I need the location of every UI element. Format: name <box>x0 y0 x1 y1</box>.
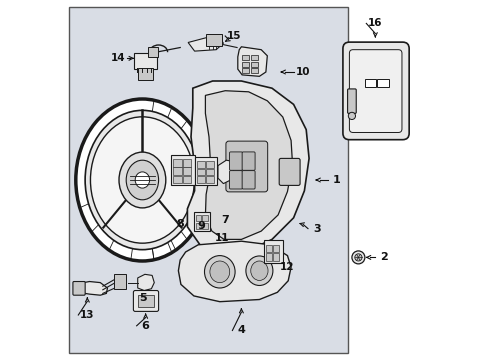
Ellipse shape <box>85 110 200 250</box>
FancyBboxPatch shape <box>343 42 409 140</box>
FancyBboxPatch shape <box>202 215 208 221</box>
FancyBboxPatch shape <box>134 53 157 69</box>
FancyBboxPatch shape <box>206 176 214 183</box>
FancyBboxPatch shape <box>206 34 221 46</box>
Ellipse shape <box>210 261 230 283</box>
Circle shape <box>352 251 365 264</box>
FancyBboxPatch shape <box>242 55 249 60</box>
Text: 12: 12 <box>280 262 294 272</box>
FancyBboxPatch shape <box>229 152 243 170</box>
FancyBboxPatch shape <box>242 68 249 73</box>
FancyBboxPatch shape <box>197 161 205 168</box>
FancyBboxPatch shape <box>196 215 201 221</box>
FancyBboxPatch shape <box>206 161 214 168</box>
FancyBboxPatch shape <box>279 158 300 185</box>
Polygon shape <box>238 47 268 76</box>
FancyBboxPatch shape <box>197 176 205 183</box>
FancyBboxPatch shape <box>266 245 272 252</box>
FancyBboxPatch shape <box>194 212 210 231</box>
FancyBboxPatch shape <box>138 295 153 307</box>
Ellipse shape <box>251 261 268 280</box>
Text: 8: 8 <box>176 219 184 229</box>
Circle shape <box>355 254 362 261</box>
Ellipse shape <box>126 160 159 200</box>
Polygon shape <box>187 81 309 254</box>
Text: 13: 13 <box>80 310 95 320</box>
Polygon shape <box>138 274 154 291</box>
Polygon shape <box>74 282 107 295</box>
Text: 4: 4 <box>238 325 245 336</box>
Text: 10: 10 <box>295 67 310 77</box>
Ellipse shape <box>76 99 209 261</box>
FancyBboxPatch shape <box>183 167 192 175</box>
Polygon shape <box>218 160 234 184</box>
FancyBboxPatch shape <box>171 155 195 185</box>
FancyBboxPatch shape <box>242 171 255 189</box>
Polygon shape <box>205 91 293 239</box>
Text: 16: 16 <box>368 18 383 28</box>
FancyBboxPatch shape <box>206 169 214 175</box>
FancyBboxPatch shape <box>251 62 258 67</box>
Circle shape <box>348 112 356 120</box>
Text: 14: 14 <box>111 53 125 63</box>
Text: 2: 2 <box>380 252 388 262</box>
FancyBboxPatch shape <box>365 79 376 87</box>
Polygon shape <box>188 37 223 51</box>
Text: 7: 7 <box>221 215 229 225</box>
FancyBboxPatch shape <box>133 291 159 311</box>
Ellipse shape <box>135 172 149 188</box>
Text: 15: 15 <box>227 31 242 41</box>
Ellipse shape <box>119 152 166 208</box>
FancyBboxPatch shape <box>251 68 258 73</box>
FancyBboxPatch shape <box>138 68 153 80</box>
Polygon shape <box>178 241 291 302</box>
FancyBboxPatch shape <box>183 159 192 167</box>
FancyBboxPatch shape <box>114 274 126 289</box>
FancyBboxPatch shape <box>377 79 389 87</box>
FancyBboxPatch shape <box>148 47 158 57</box>
FancyBboxPatch shape <box>273 253 279 261</box>
Text: 11: 11 <box>214 233 229 243</box>
FancyBboxPatch shape <box>173 167 182 175</box>
Text: 5: 5 <box>140 293 147 303</box>
FancyBboxPatch shape <box>242 62 249 67</box>
FancyBboxPatch shape <box>183 176 192 183</box>
FancyBboxPatch shape <box>251 55 258 60</box>
FancyBboxPatch shape <box>265 240 283 263</box>
FancyBboxPatch shape <box>173 159 182 167</box>
FancyBboxPatch shape <box>229 171 243 189</box>
Text: 6: 6 <box>142 321 149 331</box>
FancyBboxPatch shape <box>347 89 356 113</box>
FancyBboxPatch shape <box>242 152 255 170</box>
Ellipse shape <box>204 256 235 288</box>
Text: 1: 1 <box>333 175 341 185</box>
FancyBboxPatch shape <box>349 50 402 132</box>
Ellipse shape <box>246 256 273 285</box>
Ellipse shape <box>91 117 195 243</box>
FancyBboxPatch shape <box>226 141 268 192</box>
FancyBboxPatch shape <box>73 282 85 295</box>
FancyBboxPatch shape <box>273 245 279 252</box>
FancyBboxPatch shape <box>197 169 205 175</box>
FancyBboxPatch shape <box>173 176 182 183</box>
Text: 3: 3 <box>313 224 321 234</box>
FancyBboxPatch shape <box>196 157 217 185</box>
FancyBboxPatch shape <box>196 223 201 229</box>
FancyBboxPatch shape <box>266 253 272 261</box>
Bar <box>69 7 347 353</box>
Text: 9: 9 <box>198 221 206 231</box>
FancyBboxPatch shape <box>202 223 208 229</box>
